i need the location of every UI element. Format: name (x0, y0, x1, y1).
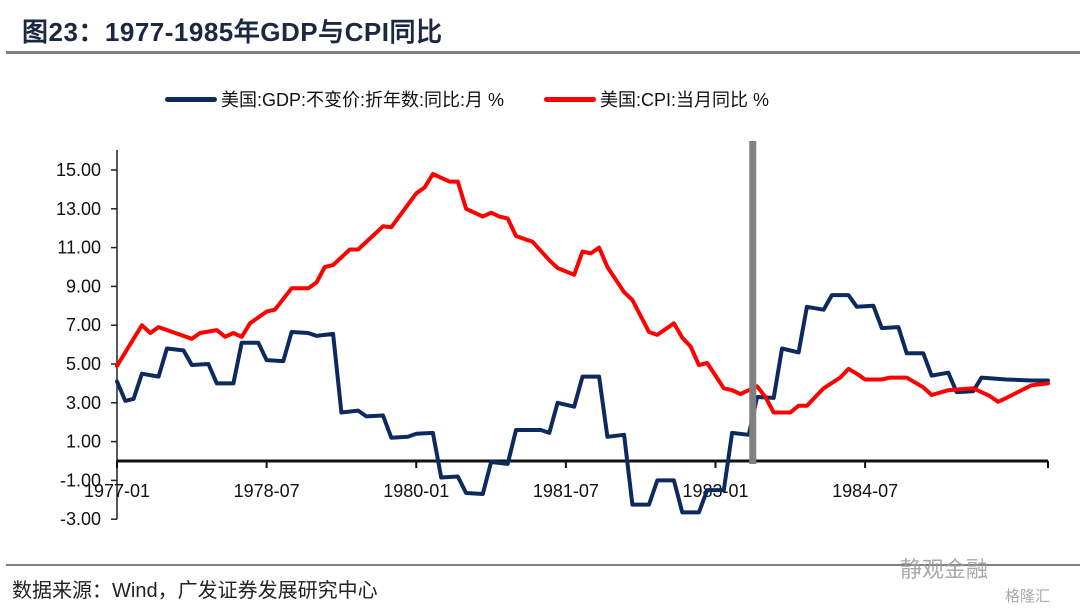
cpi-series-line (115, 171, 1050, 415)
legend-swatch-gdp (165, 96, 217, 102)
y-tick-label: 11.00 (57, 238, 101, 258)
y-tick-label: 3.00 (66, 393, 101, 413)
x-tick-label: 1980-01 (383, 481, 449, 501)
y-tick-label: 9.00 (66, 276, 101, 296)
y-tick-label: 7.00 (66, 315, 101, 335)
legend-item-gdp: 美国:GDP:不变价:折年数:同比:月 % (165, 86, 504, 112)
source-note: 数据来源：Wind，广发证券发展研究中心 (12, 580, 378, 602)
x-tick-label: 1977-01 (84, 481, 150, 501)
legend-swatch-cpi (544, 96, 597, 102)
y-tick-label: 13.00 (56, 199, 101, 219)
x-tick-label: 1978-07 (234, 481, 300, 501)
watermark-jingguan: 静观金融 (900, 557, 989, 582)
x-tick-label: 1981-07 (533, 481, 599, 501)
figure-title: 图23：1977-1985年GDP与CPI同比 (22, 17, 443, 47)
legend-label-cpi: 美国:CPI:当月同比 % (600, 90, 770, 110)
y-tick-label: -3.00 (60, 509, 101, 529)
y-tick-label: -1.00 (60, 470, 101, 490)
title-divider (6, 51, 1080, 54)
watermark-gelonghui: 格隆汇 (1005, 588, 1051, 605)
y-tick-label: 1.00 (66, 432, 101, 452)
y-tick-label: 5.00 (66, 354, 101, 374)
legend-item-cpi: 美国:CPI:当月同比 % (544, 86, 769, 112)
y-tick-label: 15.00 (56, 160, 101, 180)
chart-legend: 美国:GDP:不变价:折年数:同比:月 % 美国:CPI:当月同比 % (165, 86, 809, 112)
source-divider (6, 564, 1080, 566)
legend-label-gdp: 美国:GDP:不变价:折年数:同比:月 % (221, 90, 505, 110)
gdp-series-line (115, 293, 1050, 515)
x-tick-label: 1984-07 (832, 481, 898, 501)
